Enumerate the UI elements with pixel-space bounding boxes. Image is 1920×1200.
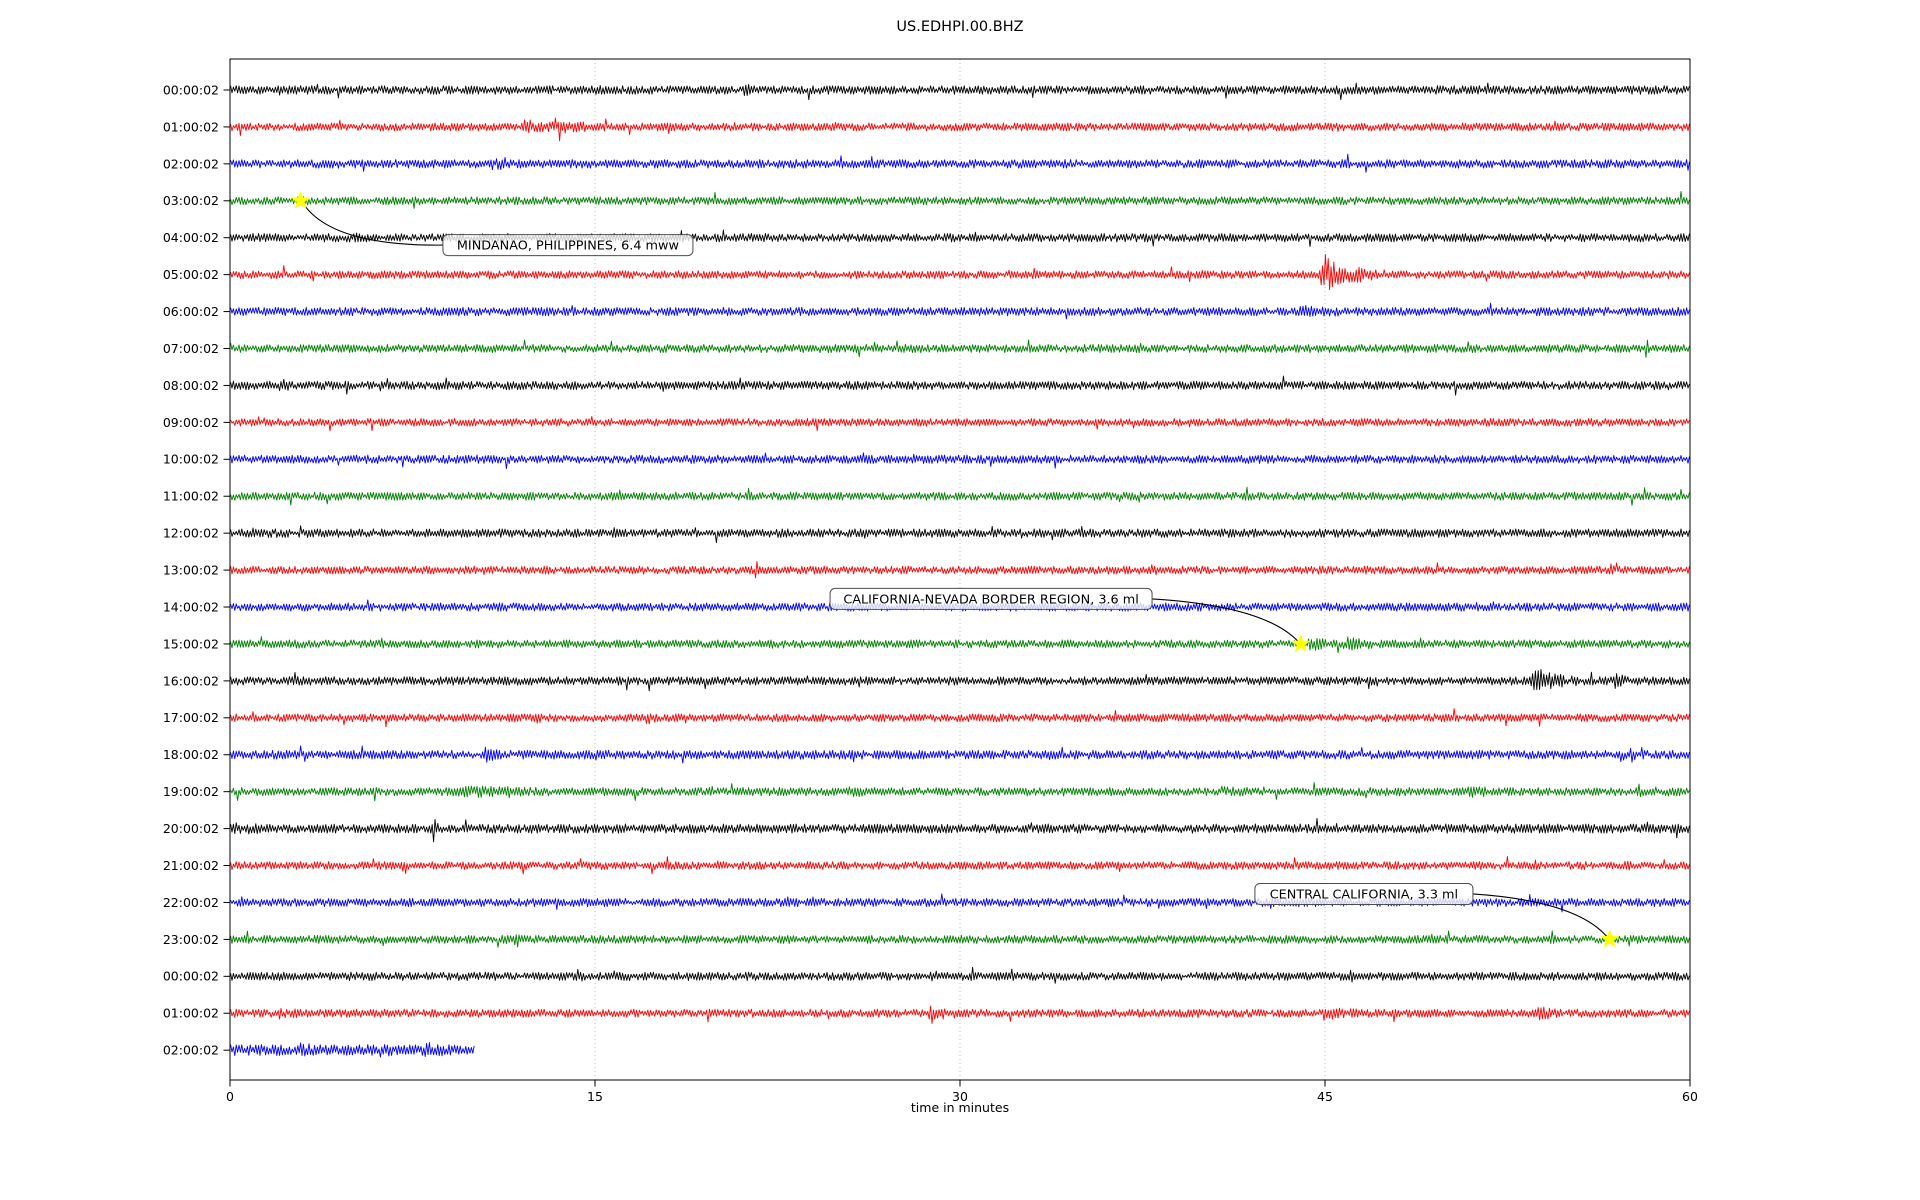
y-tick-label-17: 17:00:02 (163, 710, 219, 725)
y-tick-label-10: 10:00:02 (163, 452, 219, 467)
y-tick-label-22: 22:00:02 (163, 895, 219, 910)
event-annotation-label-0: MINDANAO, PHILIPPINES, 6.4 mww (457, 239, 679, 254)
event-star-icon-2 (1600, 929, 1620, 948)
y-tick-label-9: 09:00:02 (163, 415, 219, 430)
event-star-icon-1 (1291, 634, 1311, 652)
event-stars-group (291, 190, 1620, 948)
trace-row-17 (230, 708, 1690, 728)
event-annotation-0: MINDANAO, PHILIPPINES, 6.4 mww (442, 234, 694, 257)
y-tick-label-26: 02:00:02 (163, 1043, 219, 1058)
x-axis-group: 0 15 30 45 60 (226, 1080, 1698, 1104)
trace-row-8 (230, 375, 1690, 396)
event-annotation-1: CALIFORNIA-NEVADA BORDER REGION, 3.6 ml (829, 587, 1153, 610)
x-tick-label-0: 0 (226, 1089, 234, 1104)
y-tick-label-0: 00:00:02 (163, 82, 219, 97)
event-annotations-group: MINDANAO, PHILIPPINES, 6.4 mww CALIFORNIA… (442, 234, 1474, 905)
trace-row-10 (230, 452, 1690, 470)
y-tick-label-7: 07:00:02 (163, 341, 219, 356)
trace-row-0 (230, 82, 1690, 101)
y-tick-label-12: 12:00:02 (163, 526, 219, 541)
y-tick-label-3: 03:00:02 (163, 193, 219, 208)
y-tick-label-2: 02:00:02 (163, 156, 219, 171)
event-annotation-box-1 (829, 587, 1153, 610)
y-tick-label-13: 13:00:02 (163, 562, 219, 577)
event-annotation-2: CENTRAL CALIFORNIA, 3.3 ml (1254, 882, 1474, 905)
y-tick-label-21: 21:00:02 (163, 858, 219, 873)
event-annotation-box-0 (442, 234, 694, 257)
trace-row-11 (230, 486, 1690, 506)
y-tick-label-11: 11:00:02 (163, 489, 219, 504)
y-axis-group: 00:00:02 01:00:02 02:00:02 03:00:02 04:00:02… (163, 82, 230, 1058)
trace-row-5 (230, 253, 1690, 291)
x-tick-label-60: 60 (1682, 1089, 1698, 1104)
y-tick-label-24: 00:00:02 (163, 969, 219, 984)
trace-row-19 (230, 782, 1690, 802)
y-tick-label-8: 08:00:02 (163, 378, 219, 393)
event-connector-2 (1472, 893, 1608, 937)
trace-row-12 (230, 525, 1690, 544)
x-tick-label-15: 15 (587, 1089, 603, 1104)
y-tick-label-15: 15:00:02 (163, 636, 219, 651)
x-tick-label-30: 30 (952, 1089, 968, 1104)
event-annotation-label-1: CALIFORNIA-NEVADA BORDER REGION, 3.6 ml (843, 592, 1138, 607)
y-tick-label-16: 16:00:02 (163, 673, 219, 688)
y-tick-label-19: 19:00:02 (163, 784, 219, 799)
trace-row-23 (230, 930, 1690, 948)
event-connector-0 (305, 206, 443, 246)
trace-row-16 (230, 669, 1690, 692)
trace-row-9 (230, 415, 1690, 432)
y-tick-label-1: 01:00:02 (163, 119, 219, 134)
trace-row-15 (230, 636, 1690, 654)
event-connectors-group (305, 206, 1608, 937)
traces-group (230, 82, 1690, 1058)
trace-row-26 (230, 1042, 475, 1058)
trace-row-24 (230, 966, 1690, 984)
y-tick-label-18: 18:00:02 (163, 747, 219, 762)
x-axis-title: time in minutes (911, 1100, 1009, 1115)
y-tick-label-25: 01:00:02 (163, 1006, 219, 1021)
y-tick-label-23: 23:00:02 (163, 932, 219, 947)
event-star-icon-0 (291, 190, 311, 209)
trace-row-18 (230, 745, 1690, 764)
trace-row-13 (230, 560, 1690, 579)
trace-row-2 (230, 153, 1690, 173)
event-connector-1 (1152, 598, 1299, 642)
y-tick-label-4: 04:00:02 (163, 230, 219, 245)
y-tick-label-14: 14:00:02 (163, 599, 219, 614)
y-tick-label-6: 06:00:02 (163, 304, 219, 319)
trace-row-25 (230, 1005, 1690, 1024)
trace-row-6 (230, 302, 1690, 320)
trace-row-21 (230, 855, 1690, 875)
trace-row-7 (230, 339, 1690, 358)
y-tick-label-20: 20:00:02 (163, 821, 219, 836)
x-tick-label-45: 45 (1317, 1089, 1333, 1104)
y-tick-label-5: 05:00:02 (163, 267, 219, 282)
trace-row-3 (230, 190, 1690, 209)
event-annotation-box-2 (1254, 882, 1474, 905)
event-annotation-label-2: CENTRAL CALIFORNIA, 3.3 ml (1270, 888, 1458, 903)
trace-row-1 (230, 117, 1690, 142)
plot-title: US.EDHPI.00.BHZ (896, 19, 1023, 35)
trace-row-20 (230, 817, 1690, 843)
